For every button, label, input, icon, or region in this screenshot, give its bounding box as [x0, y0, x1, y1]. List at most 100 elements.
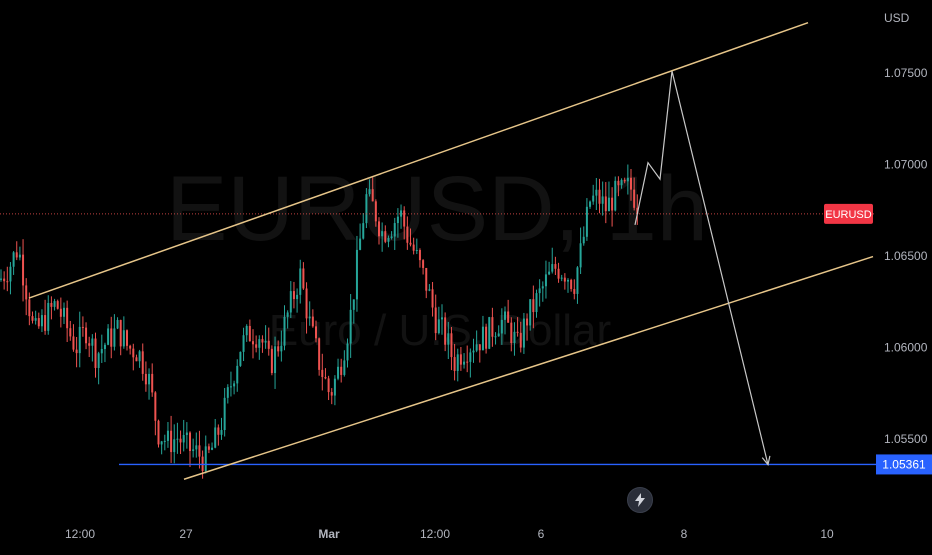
candle-body	[538, 288, 541, 294]
candle-body	[163, 440, 166, 442]
candle-body	[63, 307, 65, 317]
candle-body	[390, 236, 393, 238]
channel-lower-line	[183, 255, 874, 480]
channel-upper-line	[28, 21, 809, 299]
candle-body	[154, 392, 157, 421]
candle-body	[119, 320, 122, 347]
candle-body	[296, 294, 299, 300]
candle-body	[567, 279, 569, 282]
candle-body	[327, 378, 330, 393]
candle-body	[122, 330, 125, 347]
candle-body	[151, 373, 154, 393]
candle-body	[431, 289, 434, 308]
candle-body	[214, 427, 217, 448]
candle-body	[516, 331, 519, 333]
candle-body	[286, 312, 289, 317]
candle-body	[444, 317, 447, 345]
y-tick-label: 1.05500	[884, 432, 928, 446]
candle-body	[280, 345, 283, 352]
candle-body	[239, 351, 242, 366]
candle-body	[173, 439, 176, 453]
candle-body	[434, 307, 437, 334]
candle-body	[315, 326, 317, 339]
candle-body	[544, 274, 547, 287]
candle-body	[138, 351, 141, 362]
candle-body	[0, 278, 2, 280]
symbol-tag-bg	[824, 203, 873, 224]
candle-body	[66, 307, 69, 329]
x-tick-label: 27	[179, 527, 193, 541]
candle-body	[576, 267, 579, 294]
candle-body	[252, 341, 254, 345]
candle-body	[144, 373, 147, 385]
candle-body	[47, 302, 50, 331]
candle-body	[526, 318, 529, 326]
candle-body	[321, 369, 324, 378]
candle-body	[340, 366, 343, 375]
candle-body	[481, 326, 484, 351]
candle-body	[270, 348, 273, 374]
candle-body	[494, 336, 497, 338]
candle-body	[141, 351, 144, 374]
candle-body	[311, 316, 314, 327]
candle-body	[100, 349, 103, 354]
candle-body	[182, 435, 185, 443]
candle-body	[400, 210, 403, 217]
candle-body	[299, 268, 302, 295]
candle-body	[179, 438, 182, 443]
candle-body	[220, 430, 223, 435]
candle-body	[148, 373, 151, 385]
candle-body	[554, 264, 557, 269]
candle-body	[135, 357, 138, 362]
candle-body	[551, 264, 554, 272]
candle-body	[207, 446, 210, 450]
candle-body	[233, 383, 236, 387]
candle-body	[425, 267, 428, 291]
candle-body	[415, 249, 418, 251]
candle-body	[611, 197, 614, 211]
candle-body	[31, 316, 34, 321]
candle-body	[557, 268, 560, 279]
candle-body	[437, 319, 440, 334]
candle-body	[441, 317, 443, 320]
candle-body	[25, 285, 28, 300]
x-tick-label: Mar	[318, 527, 340, 541]
candle-body	[595, 189, 598, 196]
candle-body	[617, 180, 620, 186]
y-tick-label: 1.06500	[884, 249, 928, 263]
candle-body	[9, 266, 12, 282]
candle-body	[633, 189, 636, 208]
candle-body	[466, 361, 469, 363]
candle-body	[604, 196, 607, 212]
candle-body	[75, 349, 78, 354]
candle-body	[198, 445, 201, 457]
candle-body	[579, 243, 582, 268]
candle-body	[359, 238, 362, 250]
candle-body	[37, 318, 40, 327]
candle-body	[497, 333, 500, 337]
candle-body	[352, 299, 355, 310]
y-tick-label: 1.07500	[884, 66, 928, 80]
drawings[interactable]	[0, 21, 876, 480]
candle-body	[368, 189, 371, 195]
candle-body	[475, 344, 478, 351]
candle-body	[116, 320, 119, 329]
candle-body	[601, 196, 604, 204]
candle-body	[88, 343, 91, 346]
candle-body	[418, 249, 421, 261]
candle-body	[248, 325, 251, 342]
candle-body	[59, 308, 62, 317]
level-tag-bg	[876, 454, 932, 475]
lightning-icon[interactable]	[627, 487, 653, 513]
candle-body	[157, 420, 160, 445]
candle-body	[541, 286, 544, 289]
candle-body	[472, 350, 475, 353]
candle-body	[456, 354, 459, 371]
projection-arrowhead	[761, 455, 771, 466]
candle-body	[598, 189, 601, 204]
candle-body	[264, 340, 267, 343]
candle-body	[226, 387, 229, 398]
candle-body	[412, 244, 415, 251]
